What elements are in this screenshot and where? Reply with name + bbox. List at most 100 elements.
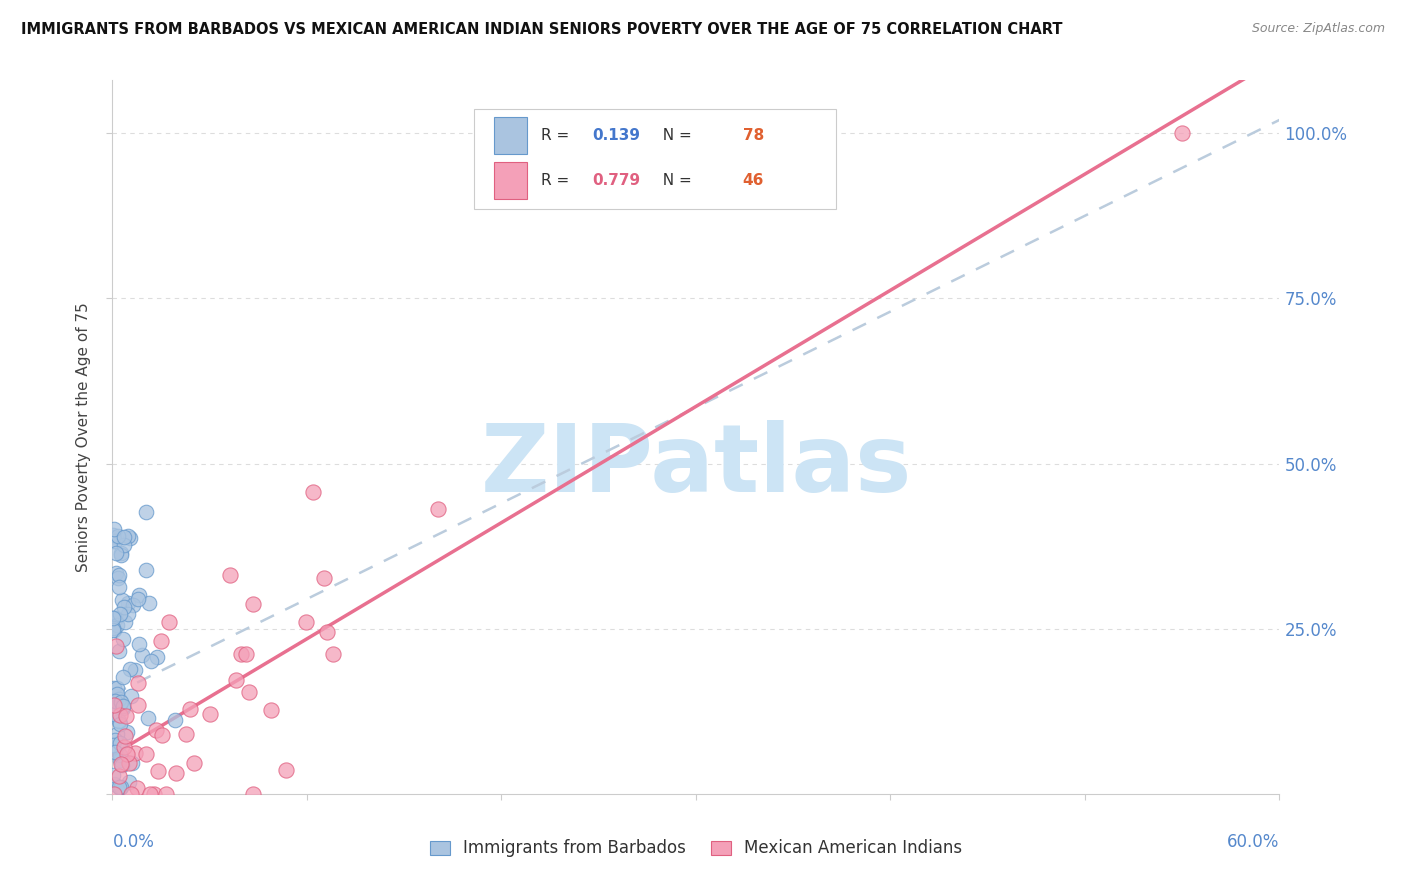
Point [103,698,125,712]
Point [146,764,169,778]
Point [105,566,128,580]
Point [242,787,264,801]
Point [110,548,132,562]
Text: Source: ZipAtlas.com: Source: ZipAtlas.com [1251,22,1385,36]
Point [135,563,157,577]
Point [110,757,132,772]
Point [108,714,131,728]
Point [103,611,125,625]
Point [110,546,132,560]
Point [108,716,131,731]
Point [163,713,186,727]
Y-axis label: Seniors Poverty Over the Age of 75: Seniors Poverty Over the Age of 75 [76,302,91,572]
Point [101,622,124,636]
Point [101,528,124,542]
Text: 0.0%: 0.0% [112,833,155,851]
Point [112,701,135,715]
Point [101,530,124,544]
Point [276,764,298,778]
Point [110,696,132,710]
Point [104,694,127,708]
Point [157,615,180,629]
FancyBboxPatch shape [474,109,837,209]
Point [107,780,129,795]
Point [104,744,127,758]
Point [121,598,143,612]
Point [105,698,128,712]
Point [139,654,162,668]
Point [179,702,201,716]
Point [183,756,205,770]
Point [118,775,141,789]
Point [315,625,337,640]
Text: 60.0%: 60.0% [1227,833,1279,851]
Text: R =: R = [541,173,574,187]
Point [103,522,125,536]
Point [112,632,135,646]
Point [155,787,177,801]
Point [1171,126,1194,140]
Point [105,610,128,624]
Point [108,747,131,762]
Point [111,757,134,772]
Point [127,591,149,606]
Point [174,727,197,741]
Point [118,756,141,770]
Point [108,580,131,594]
Point [117,747,139,762]
Point [115,725,138,739]
Point [105,681,128,695]
Point [427,501,450,516]
Point [117,607,139,621]
Point [146,650,169,665]
Point [103,787,125,801]
Point [107,571,129,585]
Point [103,624,125,638]
Point [110,780,132,794]
Text: ZIPatlas: ZIPatlas [481,419,911,512]
Point [143,787,166,801]
Point [103,681,125,695]
Point [118,531,141,545]
Point [112,739,135,754]
Point [112,670,135,684]
Text: 0.779: 0.779 [592,173,640,187]
Bar [494,117,527,153]
Point [124,663,146,677]
Point [124,746,146,760]
Point [139,787,162,801]
Point [108,707,131,722]
Bar [494,161,527,199]
Point [121,756,143,770]
Point [145,723,167,737]
Point [105,726,128,740]
Point [114,729,136,743]
Point [121,690,143,704]
Legend: Immigrants from Barbados, Mexican American Indians: Immigrants from Barbados, Mexican Americ… [423,833,969,864]
Text: N =: N = [652,128,696,143]
Point [103,534,125,549]
Point [108,753,131,767]
Point [107,643,129,657]
Point [165,765,187,780]
Point [242,597,264,611]
Point [101,534,124,549]
Point [198,706,221,721]
Point [107,529,129,543]
Point [128,637,150,651]
Point [105,546,128,560]
Point [111,593,134,607]
Point [105,617,128,632]
Point [101,738,124,752]
Point [108,568,131,582]
Point [128,588,150,602]
Point [108,697,131,711]
Point [105,687,128,701]
Point [108,691,131,706]
Point [235,647,257,661]
Text: 0.139: 0.139 [592,128,640,143]
Point [117,596,139,610]
Point [314,571,336,585]
Point [114,531,136,545]
Text: IMMIGRANTS FROM BARBADOS VS MEXICAN AMERICAN INDIAN SENIORS POVERTY OVER THE AGE: IMMIGRANTS FROM BARBADOS VS MEXICAN AMER… [21,22,1063,37]
